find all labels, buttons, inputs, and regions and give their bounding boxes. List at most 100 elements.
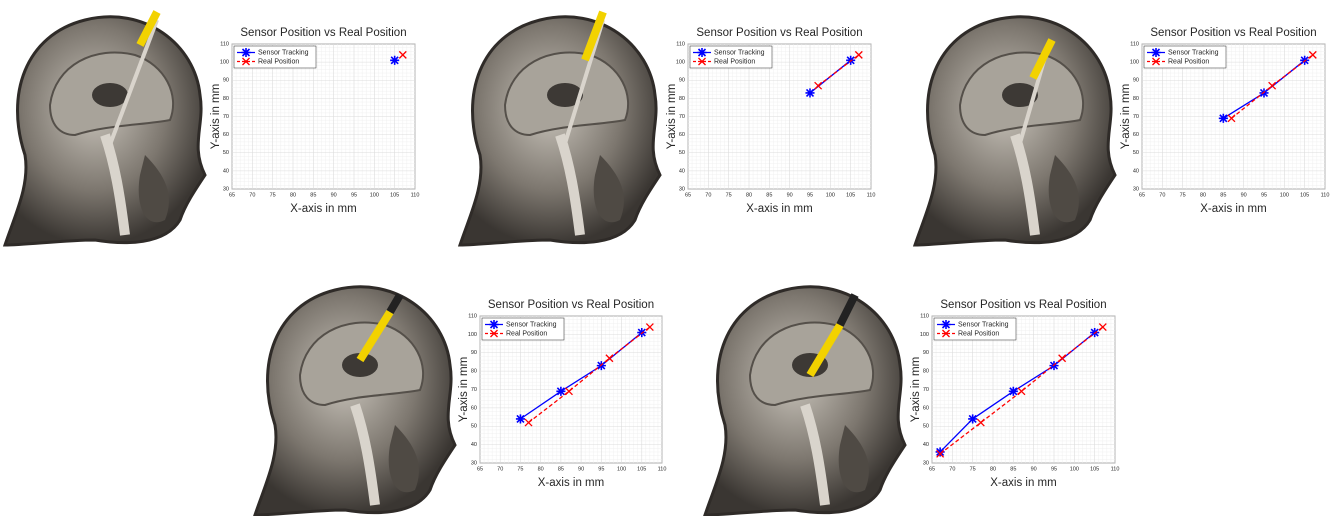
y-axis-label: Y-axis in mm bbox=[910, 357, 922, 422]
y-tick-label: 50 bbox=[471, 424, 477, 430]
y-tick-label: 40 bbox=[471, 442, 477, 448]
x-tick-label: 65 bbox=[929, 466, 935, 472]
y-tick-label: 50 bbox=[223, 150, 229, 156]
x-tick-label: 70 bbox=[949, 466, 955, 472]
x-tick-label: 105 bbox=[637, 466, 646, 472]
y-tick-label: 80 bbox=[223, 96, 229, 102]
x-tick-label: 75 bbox=[726, 192, 732, 198]
legend-marker bbox=[1151, 48, 1160, 57]
y-tick-label: 40 bbox=[223, 168, 229, 174]
x-tick-label: 100 bbox=[1280, 192, 1289, 198]
y-tick-label: 50 bbox=[679, 150, 685, 156]
legend-marker bbox=[489, 320, 498, 329]
legend-label: Real Position bbox=[1168, 58, 1209, 65]
y-tick-label: 60 bbox=[679, 132, 685, 138]
legend-marker bbox=[697, 48, 706, 57]
mri-image bbox=[460, 12, 660, 245]
x-axis-label: X-axis in mm bbox=[290, 203, 356, 215]
y-tick-label: 100 bbox=[920, 332, 929, 338]
x-tick-label: 65 bbox=[229, 192, 235, 198]
chart-title: Sensor Position vs Real Position bbox=[696, 27, 862, 39]
y-tick-label: 100 bbox=[468, 332, 477, 338]
x-tick-label: 90 bbox=[1241, 192, 1247, 198]
y-tick-label: 40 bbox=[1133, 168, 1139, 174]
y-tick-label: 60 bbox=[923, 405, 929, 411]
y-tick-label: 110 bbox=[676, 41, 685, 47]
chart: 6570758085909510010511030405060708090100… bbox=[458, 299, 666, 489]
y-tick-label: 80 bbox=[679, 96, 685, 102]
x-tick-label: 110 bbox=[658, 466, 667, 472]
x-tick-label: 90 bbox=[1031, 466, 1037, 472]
x-axis-label: X-axis in mm bbox=[746, 203, 812, 215]
y-tick-label: 30 bbox=[471, 460, 477, 466]
mri-image bbox=[705, 287, 905, 515]
x-axis-label: X-axis in mm bbox=[1200, 203, 1266, 215]
x-axis-label: X-axis in mm bbox=[538, 477, 604, 489]
y-tick-label: 110 bbox=[468, 313, 477, 319]
x-tick-label: 110 bbox=[1321, 192, 1330, 198]
y-tick-label: 60 bbox=[471, 405, 477, 411]
y-tick-label: 30 bbox=[679, 186, 685, 192]
legend-label: Sensor Tracking bbox=[506, 321, 557, 328]
y-tick-label: 90 bbox=[679, 78, 685, 84]
x-tick-label: 90 bbox=[331, 192, 337, 198]
y-axis-label: Y-axis in mm bbox=[210, 84, 222, 149]
y-tick-label: 110 bbox=[1130, 41, 1139, 47]
x-tick-label: 95 bbox=[351, 192, 357, 198]
x-tick-label: 80 bbox=[746, 192, 752, 198]
y-tick-label: 100 bbox=[220, 60, 229, 66]
y-tick-label: 90 bbox=[471, 350, 477, 356]
x-tick-label: 95 bbox=[807, 192, 813, 198]
x-tick-label: 75 bbox=[1180, 192, 1186, 198]
y-tick-label: 110 bbox=[920, 313, 929, 319]
x-tick-label: 95 bbox=[598, 466, 604, 472]
x-tick-label: 105 bbox=[1090, 466, 1099, 472]
x-tick-label: 90 bbox=[787, 192, 793, 198]
y-tick-label: 60 bbox=[223, 132, 229, 138]
x-tick-label: 105 bbox=[390, 192, 399, 198]
x-tick-label: 100 bbox=[1070, 466, 1079, 472]
x-tick-label: 105 bbox=[1300, 192, 1309, 198]
x-axis-label: X-axis in mm bbox=[990, 477, 1056, 489]
y-tick-label: 50 bbox=[1133, 150, 1139, 156]
x-tick-label: 110 bbox=[1111, 466, 1120, 472]
chart-title: Sensor Position vs Real Position bbox=[940, 299, 1106, 311]
x-tick-label: 80 bbox=[290, 192, 296, 198]
legend-label: Real Position bbox=[958, 330, 999, 337]
figure: 65 70 75 80 85 90 95 100 105 110 30 40 50 60 70 80 90 100… bbox=[0, 0, 1339, 516]
chart-title: Sensor Position vs Real Position bbox=[488, 299, 654, 311]
y-tick-label: 100 bbox=[1130, 60, 1139, 66]
x-tick-label: 65 bbox=[477, 466, 483, 472]
y-tick-label: 90 bbox=[923, 350, 929, 356]
legend-label: Real Position bbox=[714, 58, 755, 65]
chart-title: Sensor Position vs Real Position bbox=[1150, 27, 1316, 39]
marker bbox=[1219, 114, 1228, 123]
marker bbox=[805, 88, 814, 97]
x-tick-label: 95 bbox=[1261, 192, 1267, 198]
x-tick-label: 65 bbox=[1139, 192, 1145, 198]
y-tick-label: 30 bbox=[223, 186, 229, 192]
x-tick-label: 70 bbox=[249, 192, 255, 198]
y-tick-label: 60 bbox=[1133, 132, 1139, 138]
y-tick-label: 70 bbox=[923, 387, 929, 393]
mri-image bbox=[915, 17, 1115, 245]
y-tick-label: 40 bbox=[679, 168, 685, 174]
y-tick-label: 30 bbox=[1133, 186, 1139, 192]
legend-label: Real Position bbox=[506, 330, 547, 337]
chart-title: Sensor Position vs Real Position bbox=[240, 27, 406, 39]
chart: 6570758085909510010511030405060708090100… bbox=[910, 299, 1119, 489]
y-tick-label: 110 bbox=[220, 41, 229, 47]
x-tick-label: 85 bbox=[766, 192, 772, 198]
legend-marker bbox=[241, 48, 250, 57]
legend-label: Real Position bbox=[258, 58, 299, 65]
x-tick-label: 70 bbox=[497, 466, 503, 472]
x-tick-label: 110 bbox=[411, 192, 420, 198]
legend-label: Sensor Tracking bbox=[714, 49, 765, 56]
x-tick-label: 70 bbox=[1159, 192, 1165, 198]
legend-marker bbox=[941, 320, 950, 329]
marker bbox=[516, 414, 525, 423]
y-axis-label: Y-axis in mm bbox=[666, 84, 678, 149]
x-tick-label: 85 bbox=[1010, 466, 1016, 472]
x-tick-label: 105 bbox=[846, 192, 855, 198]
mri-image bbox=[255, 287, 455, 515]
